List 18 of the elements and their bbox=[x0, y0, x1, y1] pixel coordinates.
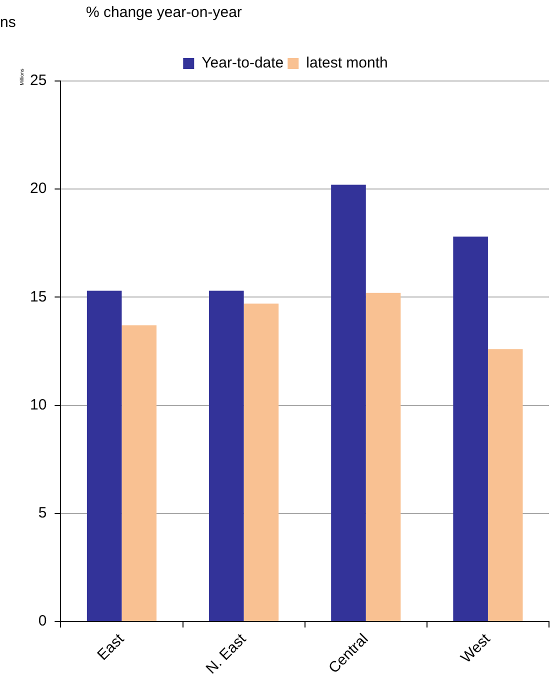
bar bbox=[366, 292, 401, 621]
chart-title: % change year-on-year bbox=[86, 4, 242, 22]
y-tick-label: 0 bbox=[38, 612, 47, 630]
y-tick-label: 25 bbox=[30, 72, 47, 90]
bar bbox=[122, 325, 157, 621]
bar bbox=[86, 290, 122, 621]
y-tick-label: 15 bbox=[30, 288, 47, 306]
y-tick-label: 10 bbox=[30, 396, 47, 414]
bar bbox=[453, 236, 488, 621]
bar bbox=[488, 349, 523, 621]
bar bbox=[209, 290, 244, 621]
legend-label: Year-to-date bbox=[202, 54, 284, 72]
text: ns bbox=[0, 14, 16, 32]
bar bbox=[244, 304, 279, 621]
bar bbox=[331, 184, 366, 621]
y-tick-label: 20 bbox=[30, 180, 47, 198]
legend-label: latest month bbox=[306, 54, 388, 72]
y-tick-label: 5 bbox=[38, 504, 47, 522]
